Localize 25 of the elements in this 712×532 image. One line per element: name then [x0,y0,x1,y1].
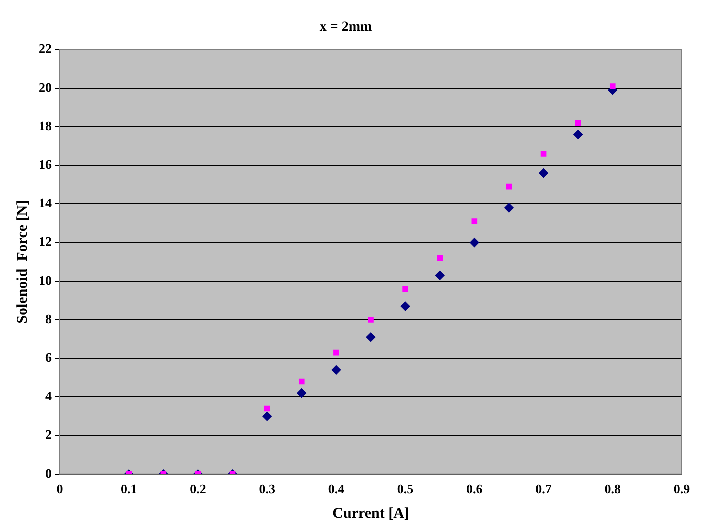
y-tick-label: 20 [39,80,52,95]
x-axis-title: Current [A] [332,506,410,522]
x-tick-label: 0.8 [604,482,622,497]
y-tick-label: 16 [39,156,52,172]
x-tick-label: 0.7 [536,482,552,497]
y-tick-label: 18 [39,118,52,134]
x-tick-label: 0.3 [259,482,276,497]
y-tick-label: 6 [46,350,52,365]
y-tick-label: 12 [39,234,52,250]
x-tick-label: 0.5 [397,482,414,497]
y-tick-label: 14 [39,196,52,211]
x-tick-label: 0.9 [674,482,691,497]
y-tick-label: 8 [46,311,52,326]
x-tick-label: 0.6 [466,482,484,497]
x-tick-label: 0.1 [120,482,138,497]
y-tick-label: 22 [39,41,52,56]
x-tick-label: 0.4 [328,482,346,497]
chart-title: x = 2mm [320,20,372,36]
y-tick-label: 10 [39,272,52,288]
y-tick-label: 2 [46,427,52,442]
x-tick-label: 0.2 [190,482,206,497]
y-axis-title: Solenoid Force [N] [14,200,31,324]
x-tick-label: 0 [56,482,64,497]
y-tick-label: 4 [46,388,52,404]
y-tick-label: 0 [46,466,52,481]
